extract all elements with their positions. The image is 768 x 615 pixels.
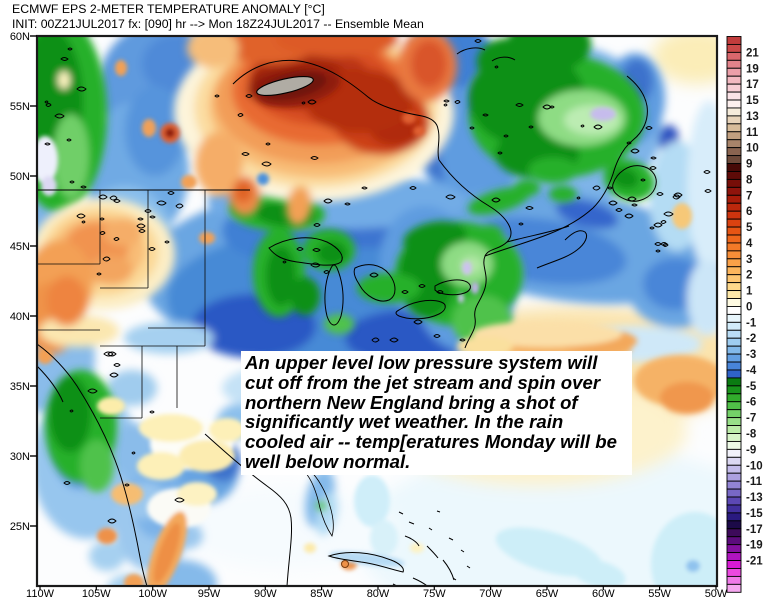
svg-text:17: 17: [746, 79, 759, 91]
svg-text:21: 21: [746, 47, 759, 59]
svg-text:4: 4: [746, 238, 753, 250]
svg-text:55N: 55N: [10, 101, 30, 113]
svg-text:3: 3: [746, 254, 752, 266]
svg-text:-9: -9: [746, 444, 756, 456]
svg-text:40N: 40N: [10, 311, 30, 323]
svg-text:45N: 45N: [10, 241, 30, 253]
svg-text:10: 10: [746, 143, 759, 155]
svg-text:5: 5: [746, 222, 753, 234]
svg-text:65W: 65W: [536, 588, 559, 600]
svg-text:100W: 100W: [138, 588, 167, 600]
svg-text:60W: 60W: [592, 588, 615, 600]
svg-text:-11: -11: [746, 476, 763, 488]
svg-text:85W: 85W: [310, 588, 333, 600]
svg-text:75W: 75W: [423, 588, 446, 600]
svg-text:15: 15: [746, 95, 759, 107]
svg-text:60N: 60N: [10, 31, 30, 43]
svg-text:6: 6: [746, 206, 752, 218]
svg-text:-8: -8: [746, 429, 757, 441]
svg-text:0: 0: [746, 302, 752, 314]
svg-text:-10: -10: [746, 460, 763, 472]
svg-text:-3: -3: [746, 349, 756, 361]
svg-text:-19: -19: [746, 540, 763, 552]
svg-text:-13: -13: [746, 492, 763, 504]
svg-text:50W: 50W: [705, 588, 728, 600]
svg-text:-2: -2: [746, 333, 756, 345]
svg-text:70W: 70W: [479, 588, 502, 600]
svg-text:30N: 30N: [10, 451, 30, 463]
svg-text:19: 19: [746, 63, 759, 75]
svg-text:110W: 110W: [26, 588, 55, 600]
svg-text:2: 2: [746, 270, 752, 282]
svg-text:-4: -4: [746, 365, 757, 377]
svg-text:35N: 35N: [10, 381, 30, 393]
svg-text:1: 1: [746, 286, 753, 298]
svg-text:25N: 25N: [10, 521, 30, 533]
svg-text:-6: -6: [746, 397, 756, 409]
svg-text:-7: -7: [746, 413, 756, 425]
svg-text:8: 8: [746, 174, 753, 186]
svg-text:-1: -1: [746, 317, 757, 329]
svg-text:9: 9: [746, 159, 752, 171]
svg-text:7: 7: [746, 190, 752, 202]
svg-text:90W: 90W: [254, 588, 277, 600]
svg-text:95W: 95W: [198, 588, 221, 600]
svg-text:-21: -21: [746, 556, 763, 568]
svg-text:105W: 105W: [82, 588, 111, 600]
svg-text:-17: -17: [746, 524, 763, 536]
svg-text:11: 11: [746, 127, 759, 139]
svg-text:-5: -5: [746, 381, 757, 393]
svg-text:55W: 55W: [648, 588, 671, 600]
svg-text:50N: 50N: [10, 171, 30, 183]
svg-text:-15: -15: [746, 508, 763, 520]
svg-text:13: 13: [746, 111, 759, 123]
svg-text:80W: 80W: [367, 588, 390, 600]
